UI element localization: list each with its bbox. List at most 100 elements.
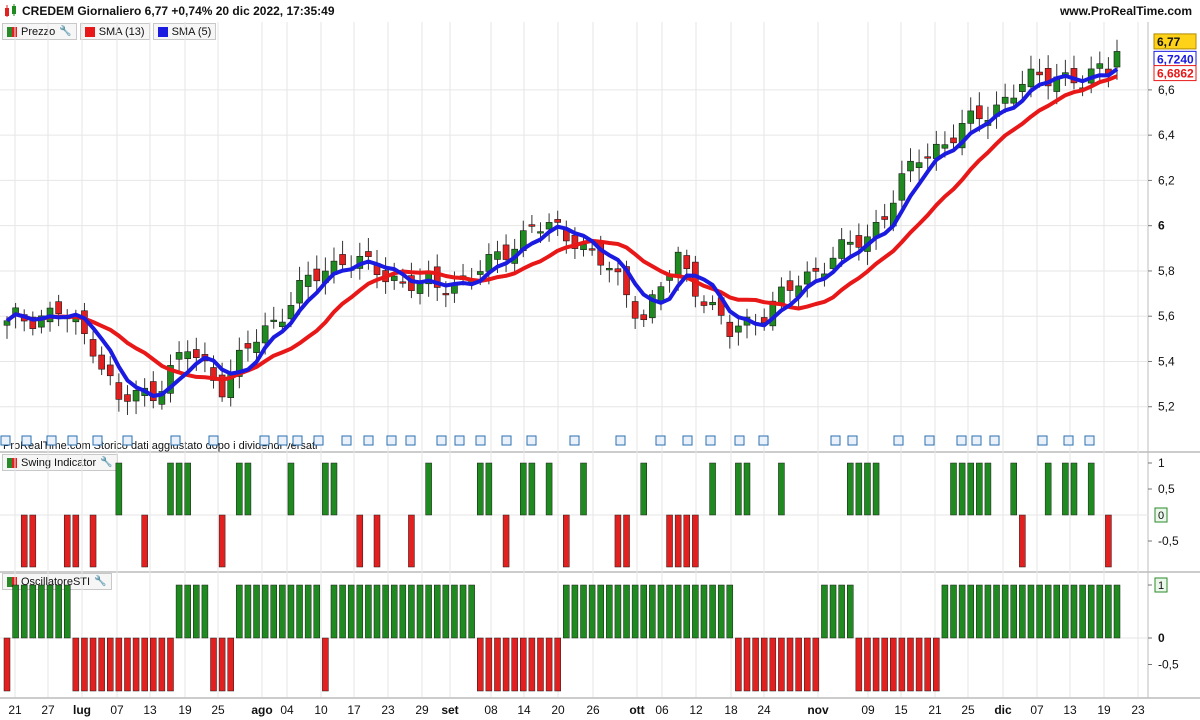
candle [149, 381, 157, 402]
sma13-swatch [84, 26, 95, 37]
event-marker-icon[interactable] [615, 435, 626, 446]
candle [976, 105, 983, 120]
swing-bar [425, 462, 432, 516]
event-marker-icon[interactable] [436, 435, 447, 446]
osc-bar [1087, 584, 1095, 639]
osc-bar [726, 584, 734, 639]
osc-bar [606, 584, 613, 639]
event-marker-icon[interactable] [989, 435, 1000, 446]
candle [304, 274, 312, 287]
event-marker-icon[interactable] [292, 435, 303, 446]
swing-bar [683, 514, 691, 568]
candle [399, 281, 407, 284]
swing-bar [287, 462, 295, 516]
y-tick-label: 6 [1158, 219, 1165, 233]
event-marker-icon[interactable] [1084, 435, 1095, 446]
event-marker-icon[interactable] [705, 435, 716, 446]
candle [55, 301, 62, 314]
event-marker-icon[interactable] [758, 435, 769, 446]
candle [924, 156, 931, 159]
candle [106, 364, 114, 377]
event-marker-icon[interactable] [847, 435, 858, 446]
event-marker-icon[interactable] [655, 435, 666, 446]
candle [657, 286, 665, 302]
y-tick-label: 6,4 [1158, 128, 1175, 142]
osc-bar [46, 584, 54, 639]
osc-bar [1105, 584, 1112, 639]
osc-bar [700, 584, 708, 639]
event-marker-icon[interactable] [0, 435, 11, 446]
x-tick-label: 20 [551, 703, 565, 717]
candle [38, 315, 45, 328]
event-marker-icon[interactable] [208, 435, 219, 446]
osc-bar [717, 584, 725, 639]
event-marker-icon[interactable] [259, 435, 270, 446]
event-marker-icon[interactable] [67, 435, 78, 446]
event-marker-icon[interactable] [1037, 435, 1048, 446]
event-marker-icon[interactable] [956, 435, 967, 446]
osc-bar [382, 584, 389, 639]
legend-sma5[interactable]: SMA (5) [152, 23, 217, 40]
wrench-icon[interactable]: 🔧 [100, 457, 113, 468]
x-tick-label: dic [994, 703, 1012, 717]
event-marker-icon[interactable] [734, 435, 745, 446]
event-marker-icon[interactable] [92, 435, 103, 446]
event-marker-icon[interactable] [1063, 435, 1074, 446]
legend-prezzo[interactable]: Prezzo 🔧 [2, 23, 77, 40]
event-marker-icon[interactable] [341, 435, 352, 446]
event-marker-icon[interactable] [386, 435, 397, 446]
event-marker-icon[interactable] [475, 435, 486, 446]
event-marker-icon[interactable] [501, 435, 512, 446]
x-tick-label: 29 [415, 703, 429, 717]
event-marker-icon[interactable] [893, 435, 904, 446]
osc-bar [477, 637, 484, 692]
event-marker-icon[interactable] [277, 435, 288, 446]
legend-sma13[interactable]: SMA (13) [79, 23, 150, 40]
event-marker-icon[interactable] [454, 435, 465, 446]
event-marker-icon[interactable] [313, 435, 324, 446]
wrench-icon[interactable]: 🔧 [59, 26, 72, 37]
event-marker-icon[interactable] [363, 435, 374, 446]
candle [476, 271, 484, 275]
event-marker-icon[interactable] [971, 435, 982, 446]
x-tick-label: 07 [110, 703, 124, 717]
swing-bar [373, 514, 381, 568]
osc-bar [1053, 584, 1061, 639]
osc-bar [614, 584, 622, 639]
sma5-badge: 6,7240 [1157, 52, 1194, 66]
event-marker-icon[interactable] [21, 435, 32, 446]
osc-bar [296, 584, 303, 639]
event-marker-icon[interactable] [526, 435, 537, 446]
x-tick-label: 23 [1131, 703, 1145, 717]
event-marker-icon[interactable] [122, 435, 133, 446]
candle [709, 301, 716, 306]
legend-swing[interactable]: Swing Indicator 🔧 [2, 454, 118, 471]
prezzo-swatch [7, 26, 17, 37]
osc-bar [1001, 584, 1009, 639]
osc-bar [838, 584, 845, 639]
x-tick-label: 14 [517, 703, 531, 717]
osc-bar [390, 584, 398, 639]
swing-bar [502, 514, 510, 568]
event-marker-icon[interactable] [830, 435, 841, 446]
event-marker-icon[interactable] [46, 435, 57, 446]
osc-bar [588, 584, 596, 639]
osc-bar [520, 637, 527, 692]
osc-bar [1079, 584, 1086, 639]
event-marker-icon[interactable] [569, 435, 580, 446]
event-marker-icon[interactable] [682, 435, 693, 446]
candle [29, 316, 37, 329]
candle [674, 251, 682, 278]
event-marker-icon[interactable] [170, 435, 181, 446]
event-marker-icon[interactable] [924, 435, 935, 446]
candle [270, 319, 278, 322]
candle [287, 305, 295, 320]
swing-bar [984, 462, 992, 516]
wrench-icon[interactable]: 🔧 [94, 576, 107, 587]
legend-swing-label: Swing Indicator [21, 456, 97, 469]
osc-bar [201, 584, 209, 639]
site-label[interactable]: www.ProRealTime.com [1059, 4, 1192, 18]
event-marker-icon[interactable] [405, 435, 416, 446]
osc-bar [1027, 584, 1035, 639]
